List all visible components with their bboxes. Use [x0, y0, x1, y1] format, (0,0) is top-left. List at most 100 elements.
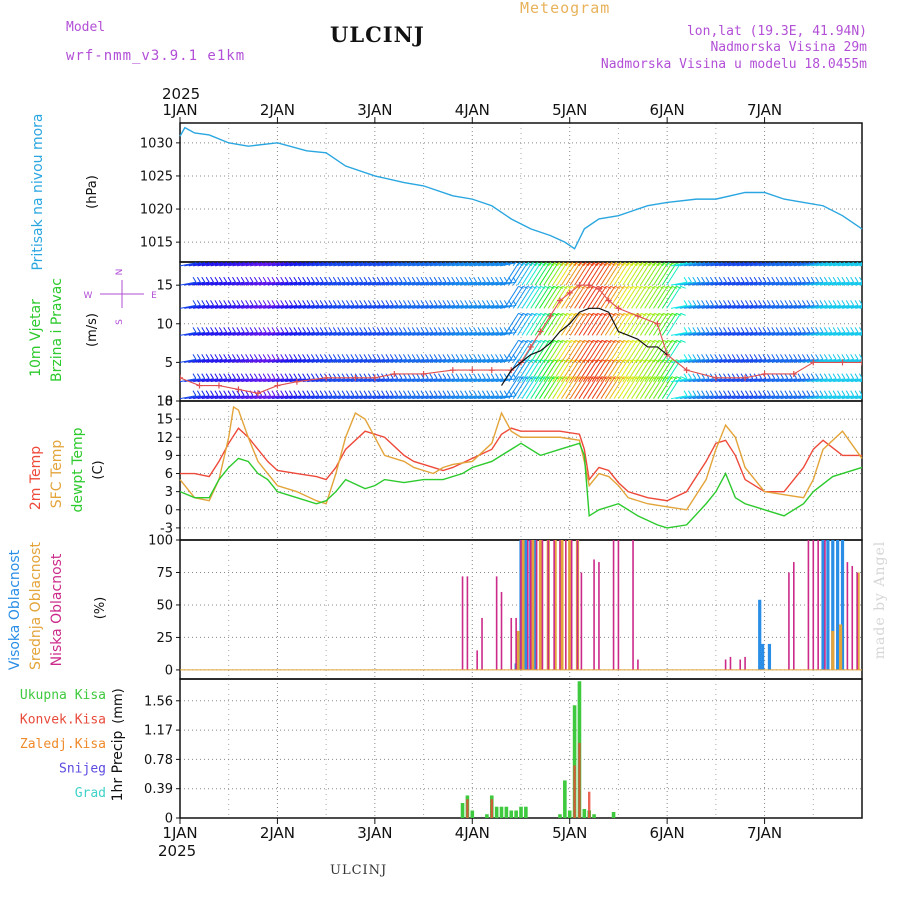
wind-barb: [245, 281, 262, 286]
wind-barb: [416, 331, 433, 336]
wind-barb-flag: [455, 373, 460, 379]
wind-barb-flag: [645, 376, 651, 380]
wind-barb: [236, 395, 254, 400]
wind-barb-flag: [747, 262, 749, 264]
wind-barb: [460, 304, 477, 309]
wind-barb: [434, 281, 451, 286]
wind-barb-flag: [562, 285, 568, 289]
wind-barb-flag: [324, 354, 328, 360]
compass-west-label: W: [84, 291, 93, 301]
wind-barb: [504, 262, 508, 267]
wind-barb-flag: [339, 262, 342, 264]
wind-barb-flag: [363, 300, 368, 306]
wind-barb: [806, 395, 824, 400]
wind-barb: [578, 262, 594, 286]
wind-barb: [758, 262, 775, 267]
wind-barb-flag: [837, 354, 841, 360]
wind-barb-flag: [433, 300, 438, 306]
wind-barb: [399, 358, 416, 363]
precip-bar: [572, 705, 577, 818]
wind-barb: [714, 331, 731, 336]
wind-barb: [793, 331, 810, 336]
wind-barb-flag: [709, 354, 714, 360]
wind-barb: [412, 378, 429, 383]
wind-barb-flag: [709, 327, 714, 333]
wind-barb: [741, 304, 758, 309]
wind-barb: [359, 331, 376, 336]
wind-barb: [653, 313, 668, 336]
wind-barb: [582, 262, 587, 267]
wind-barb: [241, 281, 258, 286]
wind-barb: [403, 262, 420, 267]
pressure-axis-label: Pritisak na nivou mora: [30, 113, 46, 270]
wind-barb-flag: [535, 376, 542, 380]
cloud-bar: [541, 540, 544, 670]
wind-barb: [473, 331, 490, 336]
wind-barb: [820, 262, 837, 267]
wind-barb-flag: [681, 244, 686, 246]
wind-barb-flag: [531, 376, 537, 380]
wind-barb: [543, 340, 559, 363]
wind-barb: [267, 304, 284, 309]
wind-barb: [337, 358, 354, 363]
wind-barb: [346, 331, 363, 336]
wind-barb: [776, 304, 793, 309]
precip-bar: [582, 808, 587, 818]
wind-barb: [802, 358, 819, 363]
wind-barb-flag: [579, 285, 586, 289]
wind-barb: [254, 378, 271, 383]
wind-barb: [543, 262, 547, 267]
wind-barb: [394, 395, 411, 400]
wind-barb-flag: [671, 312, 678, 316]
wind-barb: [587, 376, 603, 399]
wind-barb-flag: [350, 300, 355, 306]
wind-barb: [569, 262, 585, 286]
wind-barb: [482, 262, 499, 267]
wind-barb: [180, 304, 197, 309]
x-bottom-label: 2JAN: [260, 824, 295, 842]
wind-barb: [206, 304, 223, 309]
wind-barb: [841, 395, 859, 400]
wind-barb: [368, 378, 385, 383]
wind-barb: [478, 331, 495, 336]
wind-barb-flag: [236, 276, 241, 283]
wind-barb-flag: [194, 262, 197, 264]
wind-barb-flag: [262, 354, 267, 360]
wind-barb: [736, 358, 753, 363]
wind-barb-flag: [654, 244, 659, 246]
wind-barb: [254, 304, 271, 309]
wind-barb-flag: [718, 390, 723, 396]
wind-barb: [710, 395, 727, 400]
wind-barb-flag: [442, 276, 447, 283]
wind-barb: [745, 304, 762, 309]
wind-barb: [421, 281, 438, 286]
wind-barb: [451, 331, 468, 336]
wind-barb: [561, 376, 576, 399]
wind-barb-flag: [324, 276, 328, 283]
wind-barb-flag: [433, 327, 438, 333]
wind-barb: [289, 304, 306, 309]
wind-barb: [841, 378, 859, 383]
wind-barb: [618, 262, 622, 267]
wind-barb-flag: [433, 373, 438, 379]
wind-barb-flag: [830, 262, 833, 264]
precip-bar: [514, 810, 518, 818]
wind-barb: [364, 331, 381, 336]
wind-barb: [412, 304, 429, 309]
wind-barb: [442, 304, 460, 309]
wind-barb: [469, 262, 486, 267]
wind-barb-flag: [589, 244, 594, 246]
wind-barb-flag: [315, 276, 320, 283]
wind-barb: [833, 262, 850, 267]
wind-barb-flag: [610, 339, 616, 343]
wind-barb: [421, 304, 438, 309]
wind-barb: [850, 263, 862, 267]
wind-barb-flag: [784, 327, 789, 333]
wind-barb: [241, 378, 258, 383]
wind-barb: [661, 376, 677, 399]
wind-barb-flag: [343, 262, 346, 264]
wind-barb: [250, 262, 267, 267]
wind-barb-flag: [418, 262, 421, 264]
wind-barb-flag: [249, 373, 254, 379]
wind-barb: [591, 359, 607, 382]
